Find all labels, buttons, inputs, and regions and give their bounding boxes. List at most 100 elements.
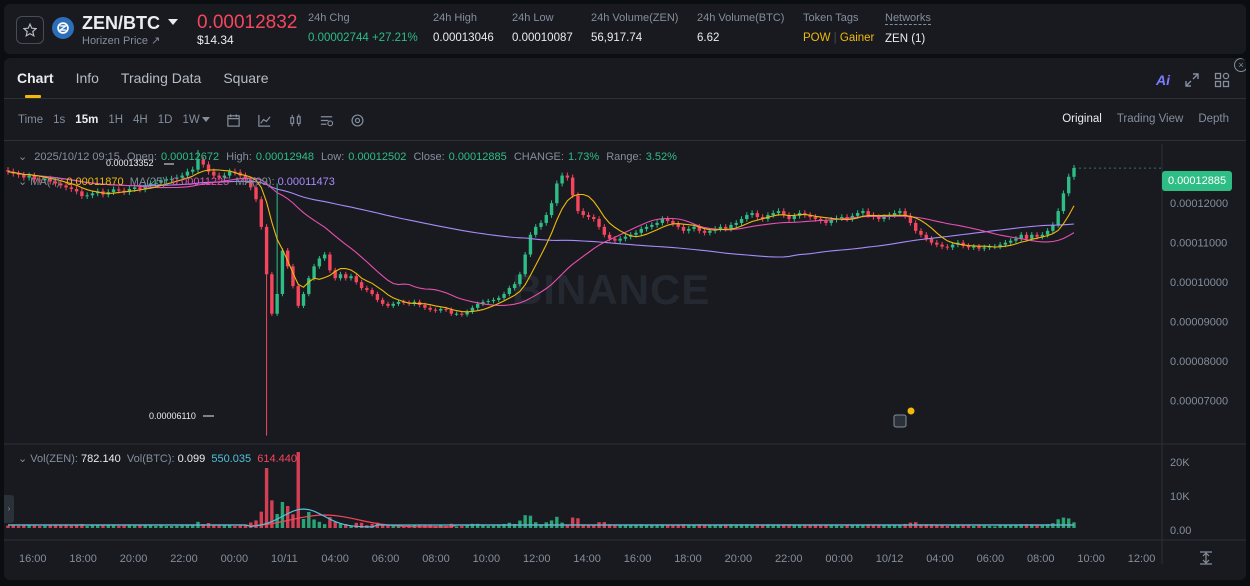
volume-bar (312, 519, 316, 528)
candle-body (692, 226, 696, 229)
ma99-line (7, 171, 1075, 258)
volume-bar (122, 525, 126, 528)
side-expand-tab[interactable]: › (4, 495, 14, 523)
ma-readout: ⌄ MA(7): 0.00011870 MA(25): 0.00011225 M… (18, 176, 335, 188)
collapse-chevron-icon[interactable]: ⌄ (18, 151, 28, 163)
ma25-line (7, 171, 1075, 306)
candle-type-icon[interactable] (288, 112, 304, 128)
candle-body (523, 254, 527, 275)
volume-bar (1051, 523, 1055, 528)
candle-body (285, 250, 290, 267)
more-intervals-chevron-icon[interactable] (201, 117, 210, 122)
volume-bar (523, 515, 527, 528)
candle-body (264, 226, 269, 275)
volume-bar (159, 525, 163, 528)
candle-body (1072, 168, 1076, 177)
calendar-icon[interactable] (226, 112, 242, 128)
stat-24h-low: 24h Low 0.00010087 (512, 12, 573, 44)
volume-bar (935, 525, 939, 528)
candle-body (222, 175, 227, 178)
tab-trading-data[interactable]: Trading Data (120, 70, 202, 86)
volume-bar (85, 526, 89, 528)
interval-1h[interactable]: 1H (108, 114, 124, 126)
volume-bar (771, 525, 775, 528)
volume-bar (37, 526, 42, 528)
candle-body (196, 159, 200, 170)
candle-body (37, 179, 42, 181)
volume-bar (264, 468, 269, 528)
volume-bar (1040, 525, 1045, 528)
candle-body (460, 313, 464, 315)
volume-bar (43, 525, 47, 528)
volume-bar (454, 526, 459, 528)
reset-scale-icon[interactable] (1198, 550, 1214, 566)
candle-body (512, 284, 517, 289)
volume-bar (301, 518, 306, 528)
chevron-down-icon[interactable] (168, 19, 178, 25)
tab-square[interactable]: Square (223, 70, 269, 86)
candle-body (919, 230, 923, 235)
candle-body (681, 226, 686, 231)
tag-gainer[interactable]: Gainer (839, 32, 875, 44)
pair-selector[interactable]: ZEN/BTC (82, 13, 160, 33)
candle-body (618, 238, 622, 241)
candle-body (138, 187, 142, 190)
close-icon[interactable]: × (1234, 58, 1246, 72)
interval-1s[interactable]: 1s (53, 114, 66, 126)
volume-bar (966, 525, 971, 528)
ai-button[interactable]: Ai (1156, 72, 1170, 88)
volume-bar (1003, 525, 1008, 528)
candlestick-chart[interactable]: 0.00012000 0.00011000 0.00010000 0.00009000… (4, 144, 1246, 580)
view-trading-view[interactable]: Trading View (1116, 113, 1184, 125)
interval-15m[interactable]: 15m (75, 114, 99, 126)
volume-bar (370, 523, 374, 528)
candle-body (982, 247, 986, 249)
collapse-chevron-icon[interactable]: ⌄ (18, 176, 28, 188)
tag-pow[interactable]: POW (803, 32, 831, 44)
candle-body (475, 303, 480, 308)
interval-1d[interactable]: 1D (157, 114, 173, 126)
price-axis-label: 0.00010000 (1170, 277, 1228, 289)
indicator-icon[interactable] (257, 112, 273, 128)
tab-info[interactable]: Info (75, 70, 99, 86)
favorite-star-button[interactable] (16, 16, 44, 44)
candle-body (829, 219, 833, 223)
networks[interactable]: Networks ZEN (1) (885, 12, 931, 45)
candle-body (581, 211, 585, 216)
candle-body (882, 217, 886, 219)
volume-bar (344, 524, 348, 528)
gear-icon[interactable] (350, 112, 366, 128)
volume-bar (644, 525, 649, 528)
volume-bar (132, 525, 137, 528)
volume-bar (317, 521, 322, 528)
candle-body (296, 286, 300, 306)
volume-bar (655, 525, 659, 528)
candle-body (396, 301, 401, 304)
volume-bar (270, 500, 274, 528)
interval-4h[interactable]: 4H (133, 114, 148, 126)
interval-1w[interactable]: 1W (182, 114, 200, 126)
view-original[interactable]: Original (1062, 113, 1102, 125)
candle-body (908, 215, 913, 223)
volume-bar (961, 524, 965, 528)
coin-name-link[interactable]: Horizen Price ↗ (82, 35, 161, 47)
candle-body (6, 170, 10, 172)
collapse-chevron-icon[interactable]: ⌄ (18, 453, 28, 465)
candle-body (322, 254, 327, 259)
view-depth[interactable]: Depth (1198, 113, 1229, 125)
volume-bar (750, 525, 754, 528)
layout-grid-icon[interactable] (1214, 72, 1230, 88)
candle-body (191, 169, 195, 172)
ma7-line (7, 169, 1075, 313)
chart-settings-icon[interactable] (319, 112, 335, 128)
candle-body (53, 181, 58, 184)
candle-body (344, 274, 348, 279)
volume-bar (650, 525, 654, 528)
volume-bar (797, 524, 802, 528)
candle-body (576, 195, 580, 212)
tab-chart[interactable]: Chart (17, 70, 54, 98)
volume-bar (27, 525, 31, 528)
expand-icon[interactable] (1184, 72, 1200, 88)
candle-body (892, 213, 897, 216)
time-axis-label: 10/12 (876, 553, 904, 565)
